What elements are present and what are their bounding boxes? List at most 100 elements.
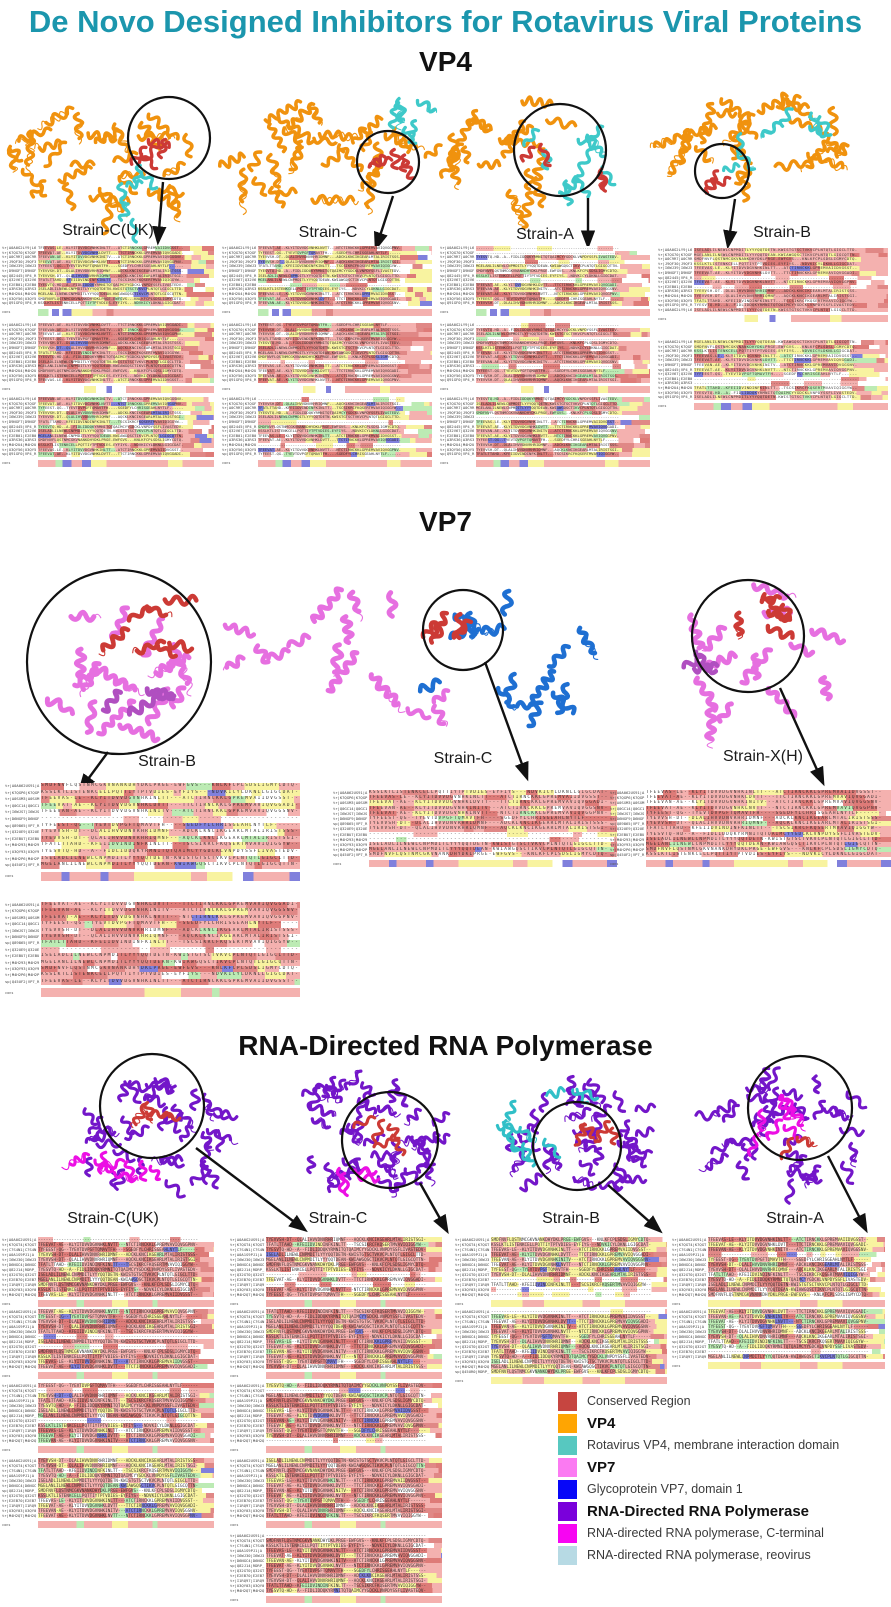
sequence-text: TYEVVSH-DT--QLALIHVVDNVRHRIQMNF---AQCKLK… [369, 826, 617, 832]
sequence-id: tr|I6WJ30|I6WJ3 [672, 1257, 707, 1262]
consensus-label: cons [2, 310, 11, 315]
sequence-text: TFEEVAN-AE--KLYITDVVDGVNHKINITV---ATCTIR… [38, 397, 214, 402]
sequence-id: tr|J9QF30|J9QF3 [222, 259, 257, 264]
sequence-text: TYEVVSH-DT--DLALIHVVDNVRHRIDMNF---ADCKLK… [258, 255, 432, 260]
sequence-text: TFEEVAT-AE--KLYITDVVDGVNHKLDVTT---TTCTIR… [38, 323, 214, 328]
sequence-text: MGELANLILNEWLCNPMDITLYYYQQTDEAN-KWIAWGQS… [646, 841, 891, 848]
alignment-row: tr|U3QY03|U3QY0 MGELANLILNEWLCNPMDITLYYYQ… [672, 1287, 885, 1292]
alignment-row: tr|U3QY56|U3QY5 TYEVVSH-DT--DLALIHVVDNVRH… [440, 373, 650, 379]
sequence-text: ISELADLILNEWLCNPMDITLYYYQQTDETN-KWISTGTS… [258, 273, 432, 279]
sequence-id: tr|Q0GC14|Q0GC1 [5, 802, 40, 808]
alignment-row: tr|E2EB70|E2EB7 MGELANLILNEWLCNPMDITLYYYQ… [2, 1277, 214, 1282]
consensus-label: cons [222, 461, 231, 466]
sequence-text: TFEEVAT-AE--KLYITDVVDGVNHKLNVTT---NTCTIR… [369, 810, 617, 816]
sequence-id: tr|K7QGP6|K7QGP [5, 789, 40, 795]
alignment-row: tr|D6NGC4|D6NGC MGELANLILNEWLCNPMDITLYYYQ… [2, 1483, 214, 1488]
alignment-row: tr|A0A1S9PJ1|A TFEEVAT-AE--KLYITDVVDGVNHK… [455, 1252, 667, 1257]
sequence-text: MGELANLILNEWLCNPMDITLYYYQQTDEAN-KWIAWGQS… [266, 1257, 442, 1262]
sequence-text: TFEEVAS-LE--KLYITDVVDGVNHKINLTT---ATCTIR… [38, 1359, 214, 1364]
alignment-row: tr|A0A1S9PJ1|A KSSLKTLISTENKCELLPQTTIYTPT… [230, 1473, 442, 1478]
sequence-text: TYESVTQ-HD--A--FIDLIDDQKYRMNITQTQAIMCYYG… [476, 397, 650, 402]
legend-swatch [558, 1413, 577, 1433]
legend-label: VP7 [587, 1458, 616, 1476]
sequence-id: tr|Q32GT0|Q32GT [230, 1418, 265, 1423]
sequence-text: TFEEVAN-AE--KLYITDVVDGVNHKINITV---ATCTIR… [491, 1324, 667, 1329]
alignment-row: tr|I6WJ30|I6WJ3 KSSLKTLISTENKCELLPQTTIYTP… [230, 1403, 442, 1408]
alignment-row: tr|I1RQ97|I1RQ9 TFATLTTAHD--KFEIIDVINDINF… [455, 1282, 667, 1287]
sequence-id: tr|A3RS36|A3RS3 [222, 438, 257, 443]
sequence-id: tr|M4H2Q7|M4H2Q [2, 1513, 37, 1518]
sequence-text: ----------------------------------------… [491, 1309, 667, 1314]
sequence-text: ----------------------------------------… [694, 376, 888, 382]
sequence-id: tr|E2EB70|E2EB7 [230, 1573, 265, 1578]
consensus-label: cons [230, 1447, 239, 1452]
sequence-id: tr|C7S4N1|C7S4N [2, 1247, 37, 1252]
sequence-id: tr|Q32V67|Q32V6 [222, 278, 257, 283]
sequence-text: TFEEVAT-AE--KLYITDVVDGVNHKLDVTT---TTCTIR… [369, 800, 617, 806]
sequence-text: TFEEVAT-AE--KLYITDVVDGVNHKLNVTT---NTCTIR… [491, 1262, 667, 1267]
sequence-id: tr|M4H2P6|M4H2P [610, 847, 645, 853]
sequence-text: TFEEVAN-AE--KLYITDVVDGVNHKINITV---ATCTIR… [266, 1488, 442, 1493]
alignment-row: tr|K7QGT4|K7QGT TFATLTTAHD--KFEIIDVINDINF… [230, 1242, 442, 1247]
consensus-bar [38, 459, 214, 467]
protein-structure-rdrp-strain-cuk [61, 1052, 308, 1233]
alignment-row: tr|I6WJ39|I6WJ3 TFATLTTAHD--KFEIIDVINDINF… [222, 264, 432, 269]
sequence-id: tr|I6WJ30|I6WJ3 [230, 1257, 265, 1262]
strain-label-vp4-4: Strain-B [753, 224, 811, 241]
sequence-id: tr|A0A0G2US91|A [455, 1309, 490, 1314]
consensus-label: cons [230, 1373, 239, 1378]
alignment-row: sp|Q89865|VP7_R TFATLTTAHD--KFEIIDVINDINF… [5, 940, 300, 947]
consensus-label: cons [2, 387, 11, 392]
alignment-row: tr|K7QG70|K7QGF SMDFNVFLQSTNMCGKVNANKDHYD… [658, 344, 888, 350]
alignment-panel: tr|A0A0G2US91|A ISELADLILNEWLCNPMDITLYYYQ… [230, 1458, 442, 1528]
sequence-id: tr|D9NGF7|D9NGF [222, 419, 257, 424]
sequence-id: tr|I6WJ30|I6WJ3 [230, 1329, 265, 1334]
sequence-text: TYEVVSH-DT--QLALIHVVDNVRHRIQMNF---AQCKLK… [646, 821, 891, 827]
consensus-label: cons [672, 1301, 681, 1306]
sequence-id: tr|K7QGT4|K7QGT [2, 1314, 37, 1319]
sequence-text: TFEEVAS-LE--KLYITDVVDGVNHKINLTT---ATCTIR… [38, 1428, 214, 1433]
sequence-text: TFEEVAN-AE--KLYITDVVDGVNHKINITV---ATCTIR… [41, 908, 300, 915]
sequence-text: ----------------------------------------… [369, 836, 617, 842]
sequence-text: ----------------------------------------… [38, 1388, 214, 1393]
sequence-id: tr|A0A1S9PJ1|A [672, 1252, 705, 1257]
alignment-panel: tr|A0A0G2LY9|L6 TYESVTQ-HD--A--FIDLIDDQKY… [440, 397, 650, 467]
alignment-panel: tr|A0A0G2US91|A TFEEVAT-AE--KLYITDVVDGVNH… [672, 1309, 885, 1369]
alignment-row: tr|K7QGT4|K7QGT TFEEVAT-AE--KLYITDVVDGVNH… [672, 1242, 885, 1247]
alignment-row: tr|E2EB01|E2EB0 -------------------------… [658, 376, 888, 382]
alignment-row: tr|M4H2U4|M4H2U KSSLKTLISTENKCELLPQTTIYTP… [2, 442, 214, 448]
sequence-id: tr|D6NGC4|D6NGC [455, 1334, 490, 1339]
sequence-id: tr|I1RQ97|I1RQ9 [455, 1282, 490, 1287]
sequence-id: tr|J9QF30|J9QF3 [2, 336, 37, 341]
sequence-id: tr|I6WJS7|I6WJS [5, 809, 40, 815]
sequence-id: sp|Q45UF2|VP7_R [5, 862, 40, 868]
sequence-text: ----------------------------------------… [258, 419, 432, 425]
sequence-text: MGELANLILNEWLCNPMDITLYYYQQTDEAN-KWIAWGQS… [694, 252, 888, 258]
sequence-text: SMDFNVFLQSTNMCGKVNANKDHYDKLPRGE-EWFGVS--… [266, 1398, 442, 1403]
sequence-id: tr|M4H2U4|M4H2U [440, 368, 475, 373]
sequence-text: TYEVVSH-DT--DLALIHVVDNVRHRIDMNF---ADCKLK… [266, 1573, 442, 1578]
alignment-row: tr|E2EB70|E2EB7 TFATLTTAHD--KFEIIDVINDINF… [455, 1349, 667, 1354]
sequence-text: TYEVVSH-DT--QLALIHVVDNVRHRIQMNF---AQCKLK… [38, 1257, 214, 1262]
alignment-row: tr|A0A1S9PJ1|A TFEEVAS-LE--KLYITDVVDGVNHK… [230, 1548, 442, 1553]
alignment-row: tr|A0A0G2US91|A TYESVTQ-HD--A--FIDLIDDQKY… [230, 1383, 442, 1388]
sequence-text: ISELADLILNEWLCNPMDITLYYYQQTDETN-KWISTGTS… [38, 1339, 214, 1344]
sequence-text: KSSLKTLISTENKCELLPQTTIYTPTVDIES-EYFIYS--… [258, 287, 432, 292]
alignment-panel: tr|A0A0G2US91|A TYFEEST-QG--TYEVTDVPGFTQM… [2, 1383, 214, 1453]
sequence-id: tr|U3QY56|U3QY5 [440, 373, 475, 378]
alignment-row: tr|I1RQ97|I1RQ9 ISELADLILNEWLCNPMDITLYYYQ… [672, 1282, 885, 1287]
section-header-rdrp: RNA-Directed RNA Polymerase [238, 1030, 653, 1061]
alignment-row: tr|A0A0G2LY9|L6 TYFEEST-QG--TYEVTDVPGFTQM… [222, 323, 432, 328]
sequence-text: SMDFNVFLQSTNMCGKVNANKDHYDKLPRGE-EWFGVS--… [266, 1329, 442, 1334]
alignment-row: tr|Q32V67|Q32V6 KSSLKTLISTENKCELLPQTTIYTP… [222, 429, 432, 434]
sequence-id: tr|K7QG70|K7QGF [222, 401, 257, 406]
sequence-id: tr|K7QG70|K7QGF [2, 327, 37, 332]
sequence-text: ISELADLILNEWLCNPMDITLYYYQQTDETN-KWISTGTS… [646, 836, 891, 842]
sequence-text: TYESVTQ-HD--A--FIDLIDDQKYRMNITQTQAIMCYYG… [38, 1267, 214, 1272]
consensus-row: cons [440, 385, 650, 393]
alignment-row: tr|Q32GT0|Q32GT TYEVVSH-DT--DLALIHVVDNVRH… [455, 1272, 667, 1277]
sequence-id: tr|D9NGF7|D9NGF [658, 362, 693, 367]
alignment-row: sp|Q89865|VP7_R TYFEEST-QG--TYEVTDVPGFTQM… [5, 822, 300, 830]
sequence-id: tr|A0C9R7|A0C9R [658, 257, 693, 262]
